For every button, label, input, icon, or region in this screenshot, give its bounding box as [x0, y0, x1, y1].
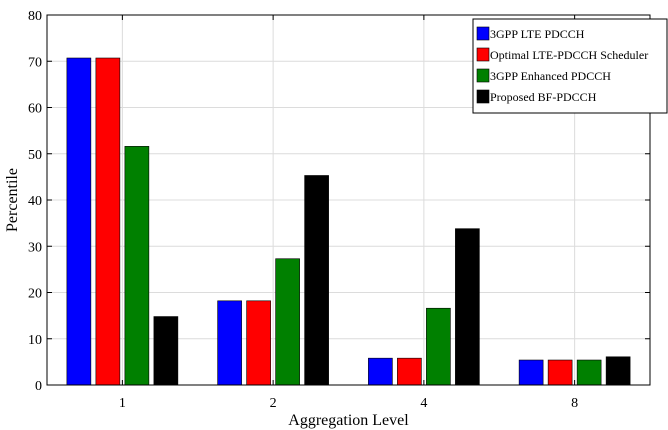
y-tick-label: 10: [28, 333, 42, 348]
legend-swatch: [476, 89, 490, 104]
bar-2-1: [124, 146, 150, 386]
legend-swatch: [476, 47, 490, 62]
y-tick-label: 30: [28, 240, 42, 255]
legend-label: Proposed BF-PDCCH: [490, 90, 597, 104]
legend-swatch: [476, 68, 490, 83]
y-tick-label: 50: [28, 148, 42, 163]
x-axis-title: Aggregation Level: [288, 412, 409, 429]
x-axis-ticks: 1 2 4 8: [119, 15, 578, 411]
legend-label: Optimal LTE-PDCCH Scheduler: [490, 48, 648, 62]
y-axis-title: Percentile: [4, 168, 21, 232]
legend-label: 3GPP LTE PDCCH: [490, 27, 585, 41]
y-tick-label: 60: [28, 102, 42, 117]
bar-1-8: [547, 359, 573, 386]
bar-1-1: [95, 57, 121, 386]
y-tick-label: 70: [28, 55, 42, 70]
legend-swatch: [476, 26, 490, 41]
bar-1-4: [397, 357, 422, 386]
x-tick-label: 8: [571, 396, 578, 411]
bar-0-8: [518, 359, 544, 386]
y-tick-label: 20: [28, 287, 42, 302]
bar-3-2: [304, 175, 329, 386]
bar-0-4: [368, 357, 393, 386]
bar-2-2: [275, 258, 300, 386]
bar-2-4: [426, 307, 451, 386]
bar-2-8: [576, 359, 602, 386]
legend-label: 3GPP Enhanced PDCCH: [490, 69, 611, 83]
bar-0-1: [66, 57, 92, 386]
x-tick-label: 4: [420, 396, 427, 411]
x-tick-label: 1: [119, 396, 126, 411]
bar-3-4: [455, 228, 480, 386]
bar-1-2: [246, 300, 271, 386]
bar-0-2: [217, 300, 242, 386]
y-axis-ticks: 0 10 20 30 40 50 60 70 80: [28, 9, 650, 394]
y-tick-label: 80: [28, 9, 42, 24]
y-tick-label: 0: [35, 379, 42, 394]
bar-3-8: [605, 356, 631, 386]
legend: 3GPP LTE PDCCH Optimal LTE-PDCCH Schedule…: [472, 18, 668, 114]
y-tick-label: 40: [28, 194, 42, 209]
bar-3-1: [153, 316, 179, 386]
legend-box: [472, 18, 668, 114]
x-tick-label: 2: [270, 396, 277, 411]
